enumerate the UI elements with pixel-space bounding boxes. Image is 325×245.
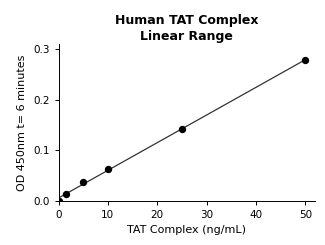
- Point: [179, 127, 185, 131]
- Point: [105, 167, 110, 171]
- Title: Human TAT Complex
Linear Range: Human TAT Complex Linear Range: [115, 14, 259, 43]
- Point: [56, 199, 61, 203]
- X-axis label: TAT Complex (ng/mL): TAT Complex (ng/mL): [127, 225, 246, 235]
- Point: [63, 192, 69, 196]
- Y-axis label: OD 450nm t= 6 minutes: OD 450nm t= 6 minutes: [18, 54, 27, 191]
- Point: [81, 180, 86, 184]
- Point: [303, 58, 308, 62]
